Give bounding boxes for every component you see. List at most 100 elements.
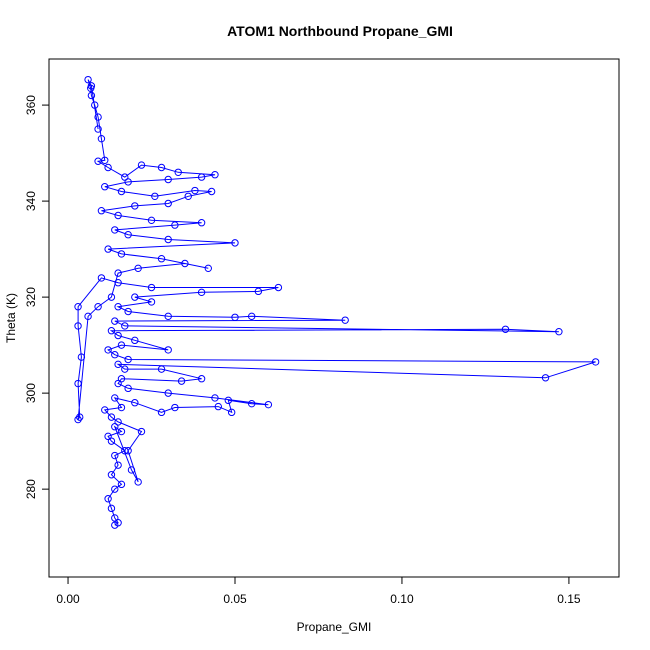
point xyxy=(164,235,172,244)
point xyxy=(151,192,159,201)
point xyxy=(254,287,263,296)
point xyxy=(114,279,122,287)
point xyxy=(214,402,222,411)
point xyxy=(124,447,132,455)
point xyxy=(111,514,119,522)
point xyxy=(121,173,129,181)
point xyxy=(247,399,256,408)
point xyxy=(97,207,106,215)
point xyxy=(117,250,126,258)
chart-title: ATOM1 Northbound Propane_GMI xyxy=(227,23,453,39)
point xyxy=(104,495,112,503)
point xyxy=(197,219,206,227)
point xyxy=(114,418,122,426)
point xyxy=(121,365,129,373)
point xyxy=(197,375,206,383)
point xyxy=(124,178,132,186)
point xyxy=(74,415,82,424)
point xyxy=(131,336,139,345)
point xyxy=(171,221,179,229)
point xyxy=(124,307,132,316)
point xyxy=(164,389,172,397)
point xyxy=(117,341,126,349)
point xyxy=(134,478,142,486)
point xyxy=(111,423,119,431)
point xyxy=(114,269,122,277)
point xyxy=(114,360,122,369)
point xyxy=(101,156,109,164)
point xyxy=(94,303,102,311)
point xyxy=(174,168,182,176)
point xyxy=(197,173,206,181)
point xyxy=(164,312,172,321)
point xyxy=(87,82,96,90)
point xyxy=(104,346,112,354)
point xyxy=(101,182,109,191)
point xyxy=(87,91,96,100)
point xyxy=(74,303,82,311)
point xyxy=(117,480,126,489)
point xyxy=(77,353,86,361)
point xyxy=(247,312,256,321)
point xyxy=(555,327,563,336)
point xyxy=(184,192,192,201)
y-tick-label: 360 xyxy=(24,95,38,115)
point xyxy=(121,447,129,455)
point xyxy=(117,427,126,436)
x-tick-label: 0.15 xyxy=(557,592,581,606)
point xyxy=(157,408,166,417)
point xyxy=(231,313,239,321)
point xyxy=(164,175,172,184)
point xyxy=(274,283,283,292)
point xyxy=(74,322,82,330)
point xyxy=(541,374,550,382)
point xyxy=(204,264,212,273)
point xyxy=(91,101,99,109)
point xyxy=(211,170,219,179)
point xyxy=(157,163,166,172)
y-tick-label: 280 xyxy=(24,479,38,499)
point xyxy=(114,461,122,469)
line xyxy=(77,79,596,526)
point xyxy=(164,346,172,354)
point xyxy=(104,245,112,253)
point xyxy=(127,466,136,474)
point xyxy=(231,239,239,247)
point xyxy=(131,202,139,210)
point xyxy=(197,288,206,297)
point xyxy=(111,451,119,460)
point xyxy=(591,358,600,366)
point xyxy=(94,113,102,121)
point xyxy=(111,485,119,493)
point xyxy=(107,327,116,335)
point xyxy=(111,351,119,359)
point xyxy=(84,75,92,84)
point xyxy=(157,255,166,263)
point xyxy=(114,331,122,340)
point xyxy=(111,394,119,402)
point xyxy=(207,187,216,196)
point xyxy=(191,186,199,195)
point xyxy=(131,293,139,301)
point xyxy=(124,231,132,239)
x-tick-label: 0.10 xyxy=(390,592,414,606)
point xyxy=(104,163,112,172)
point xyxy=(74,379,82,388)
point xyxy=(224,396,233,405)
point xyxy=(264,400,273,409)
y-axis-label: Theta (K) xyxy=(4,293,18,343)
point xyxy=(107,293,116,301)
point xyxy=(121,322,129,330)
point xyxy=(177,377,186,385)
point xyxy=(107,437,116,445)
point xyxy=(111,226,119,234)
point xyxy=(131,399,139,407)
point xyxy=(124,355,132,364)
point xyxy=(94,125,102,133)
y-tick-label: 300 xyxy=(24,383,38,403)
point xyxy=(117,403,126,412)
point xyxy=(111,317,119,325)
point xyxy=(117,187,126,196)
